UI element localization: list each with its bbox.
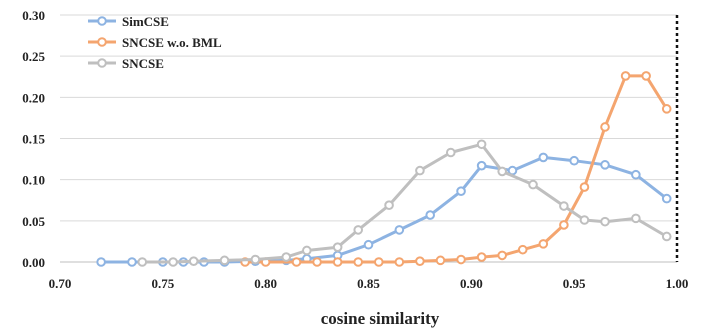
data-point (497, 166, 507, 177)
legend-label: SNCSE w.o. BML (122, 35, 222, 50)
legend-entry: SimCSE (88, 14, 169, 29)
y-tick-label: 0.25 (22, 49, 45, 64)
legend-entry: SNCSE (88, 56, 164, 71)
data-point (415, 256, 425, 266)
data-point (363, 239, 374, 250)
data-point (456, 186, 466, 196)
data-point (96, 257, 106, 267)
series-1 (240, 71, 672, 267)
data-point (641, 71, 651, 81)
x-tick-label: 0.90 (460, 276, 483, 291)
data-point (661, 193, 672, 204)
data-point (332, 257, 343, 267)
data-point (559, 220, 569, 230)
data-point (425, 210, 436, 220)
y-tick-label: 0.00 (22, 255, 45, 270)
data-point (127, 257, 137, 267)
data-point (517, 244, 528, 255)
data-point (661, 231, 672, 242)
data-point (559, 201, 569, 211)
data-point (302, 245, 312, 256)
legend-label: SNCSE (122, 56, 164, 71)
data-point (476, 139, 487, 150)
x-tick-label: 0.95 (563, 276, 586, 291)
x-tick-label: 0.85 (357, 276, 380, 291)
data-point (415, 165, 425, 176)
data-point (661, 104, 672, 114)
data-point (332, 242, 343, 252)
data-point (373, 257, 384, 267)
x-tick-label: 0.80 (254, 276, 277, 291)
data-point (569, 155, 579, 166)
y-tick-label: 0.30 (22, 8, 45, 23)
data-point (476, 160, 487, 171)
x-tick-label: 0.70 (49, 276, 72, 291)
data-point (579, 215, 590, 225)
data-point (353, 225, 364, 235)
data-point (538, 152, 549, 163)
data-point (353, 257, 364, 267)
legend-label: SimCSE (122, 14, 169, 29)
data-point (384, 200, 394, 210)
y-tick-label: 0.10 (22, 173, 45, 188)
data-point (188, 256, 199, 266)
data-point (620, 71, 631, 81)
data-point (394, 257, 405, 267)
grid-layer (60, 14, 677, 222)
data-point (281, 252, 292, 262)
data-point (445, 147, 456, 158)
data-point (497, 250, 507, 261)
data-point (528, 179, 538, 190)
legend-swatch-marker (97, 16, 107, 26)
data-point (631, 169, 641, 180)
legend-swatch-marker (97, 37, 107, 47)
data-point (435, 255, 446, 266)
data-point (250, 254, 261, 265)
x-tick-label: 0.75 (151, 276, 174, 291)
y-tick-label: 0.20 (22, 90, 45, 105)
series-2 (137, 139, 672, 267)
series-layer (96, 71, 672, 267)
data-point (312, 257, 322, 267)
data-point (456, 254, 466, 265)
legend-swatch-marker (97, 58, 107, 68)
data-point (394, 225, 405, 235)
data-point (291, 257, 302, 267)
data-point (600, 216, 610, 227)
data-point (631, 213, 641, 224)
legend-entry: SNCSE w.o. BML (88, 35, 222, 50)
data-point (600, 122, 610, 132)
data-point (476, 252, 487, 262)
data-point (219, 255, 230, 266)
axis-layer: 0.00 0.05 0.10 0.15 0.20 0.25 0.30 0.70 0.75 0.80… (22, 8, 688, 291)
data-point (579, 182, 590, 192)
data-point (600, 160, 610, 170)
data-point (538, 239, 549, 249)
data-point (137, 257, 148, 267)
x-tick-label: 1.00 (666, 276, 689, 291)
legend: SimCSE SNCSE w.o. BML SNCSE (88, 14, 222, 71)
y-tick-label: 0.15 (22, 132, 45, 147)
x-axis-title: cosine similarity (321, 309, 440, 328)
y-tick-label: 0.05 (22, 214, 45, 229)
data-point (168, 257, 178, 267)
